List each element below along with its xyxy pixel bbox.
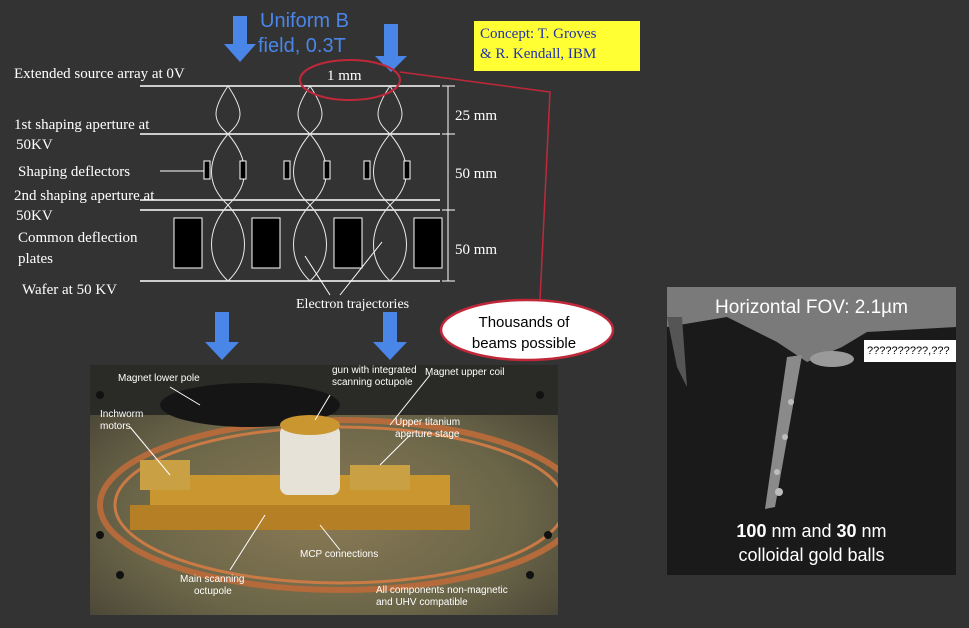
- field-title-line1: Uniform B: [260, 10, 349, 32]
- sem-caption-mid: nm and: [766, 521, 837, 541]
- shaping-deflectors: [203, 160, 411, 180]
- dimension-bars: [442, 85, 455, 282]
- dim-pitch: 1 mm: [327, 68, 362, 84]
- concept-box: Concept: T. Groves & R. Kendall, IBM: [474, 21, 640, 71]
- photo-main-a: Main scanning: [180, 574, 244, 585]
- label-aperture2-a: 2nd shaping aperture at: [14, 188, 155, 204]
- dim-25mm: 25 mm: [455, 108, 497, 124]
- label-plates-a: Common deflection: [18, 230, 138, 246]
- trajectories-label: Electron trajectories: [296, 297, 409, 312]
- concept-line1: Concept: T. Groves: [480, 26, 597, 42]
- photo-inchworm-a: Inchworm: [100, 409, 143, 420]
- sem-caption-line2: colloidal gold balls: [738, 545, 885, 565]
- b-field-arrow-left: [224, 16, 256, 62]
- sem-size-100: 100: [736, 521, 767, 541]
- label-deflectors: Shaping deflectors: [18, 164, 130, 180]
- dim-50mm-1: 50 mm: [455, 166, 497, 182]
- pitch-highlight: [299, 59, 401, 101]
- photo-titanium-a: Upper titanium: [395, 417, 460, 428]
- concept-line2: & R. Kendall, IBM: [480, 46, 597, 62]
- photo-octupole-a: gun with integrated: [332, 365, 417, 376]
- callout-line1: Thousands of: [479, 314, 571, 331]
- photo-titanium-b: aperture stage: [395, 429, 460, 440]
- electron-trajectories: [211, 85, 407, 282]
- photo-magnet-lower: Magnet lower pole: [118, 373, 200, 384]
- callout-line2: beams possible: [472, 335, 576, 352]
- trajectory-pointers: [304, 241, 383, 296]
- dim-50mm-2: 50 mm: [455, 242, 497, 258]
- label-aperture1-a: 1st shaping aperture at: [14, 117, 150, 133]
- photo-magnet-upper: Magnet upper coil: [425, 367, 505, 378]
- sem-caption: 100 nm and 30 nm colloidal gold balls: [667, 519, 956, 567]
- label-aperture2-b: 50KV: [16, 208, 53, 224]
- down-arrow-right: [373, 312, 407, 360]
- photo-main-b: octupole: [194, 586, 232, 597]
- photo-nonmag-a: All components non-magnetic: [376, 585, 508, 596]
- sem-size-30: 30: [836, 521, 857, 541]
- apparatus-photo: Magnet lower pole gun with integrated sc…: [90, 365, 558, 615]
- field-title-line2: field, 0.3T: [258, 35, 346, 57]
- down-arrow-left: [205, 312, 239, 360]
- label-plates-b: plates: [18, 251, 53, 267]
- sem-callout-box: ??????????,???: [864, 340, 956, 362]
- beams-callout: Thousands of beams possible: [439, 298, 615, 362]
- photo-octupole-b: scanning octupole: [332, 377, 413, 388]
- label-source: Extended source array at 0V: [14, 66, 185, 82]
- deflection-plates: [173, 217, 443, 269]
- b-field-arrow-right: [375, 24, 407, 72]
- label-aperture1-b: 50KV: [16, 137, 53, 153]
- photo-nonmag-b: and UHV compatible: [376, 597, 468, 608]
- label-wafer: Wafer at 50 KV: [22, 282, 117, 298]
- sem-caption-end: nm: [856, 521, 887, 541]
- photo-inchworm-b: motors: [100, 421, 131, 432]
- sem-caption-line1: 100 nm and 30 nm: [667, 519, 956, 543]
- sem-fov-title: Horizontal FOV: 2.1µm: [715, 297, 908, 318]
- sem-image: Horizontal FOV: 2.1µm 100 nm and 30 nm c…: [667, 287, 956, 575]
- photo-mcp: MCP connections: [300, 549, 378, 560]
